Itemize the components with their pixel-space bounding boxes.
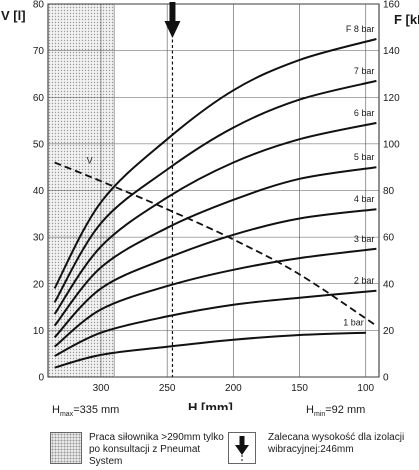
- y-left-tick-label: 80: [33, 0, 45, 11]
- force-curve-label: F 8 bar: [346, 24, 375, 34]
- force-curve: [53, 79, 377, 303]
- hmax-sub: max: [59, 411, 74, 419]
- force-curve: [54, 331, 366, 369]
- recommended-height-note: Zalecana wysokość dla izolacji wibracyjn…: [268, 432, 405, 455]
- y-right-tick-label: 120: [383, 93, 400, 104]
- y-right-tick-label: 100: [383, 139, 400, 150]
- y-right-tick-label: 20: [383, 326, 395, 337]
- down-arrow-icon: [235, 436, 249, 462]
- x-tick-label: 150: [291, 383, 308, 394]
- recommended-height-arrow-shaft: [169, 2, 176, 22]
- hmin-value: =92 mm: [325, 404, 366, 416]
- force-curve: [53, 247, 377, 348]
- x-axis-title: H [mm]: [188, 400, 233, 410]
- y-left-tick-label: 20: [33, 279, 45, 290]
- force-volume-chart: 1 bar 2 bar 3 bar 4 bar 5 bar 6 bar 7 bar F 8 b…: [1, 0, 419, 410]
- force-curve-label: 3 bar: [354, 234, 375, 244]
- force-curve-label: 6 bar: [354, 108, 375, 118]
- x-tick-label: 200: [225, 383, 242, 394]
- force-curve-label: 7 bar: [354, 66, 375, 76]
- y-left-axis-title: V [l]: [1, 8, 26, 23]
- y-left-tick-label: 30: [33, 233, 45, 244]
- hmax-prefix: H: [52, 404, 60, 416]
- restricted-zone-swatch: [50, 432, 82, 464]
- restricted-zone-note: Praca siłownika >290mm tylko po konsulta…: [89, 432, 224, 467]
- y-right-tick-label: 0: [383, 373, 389, 384]
- force-curve-label: 1 bar: [343, 318, 364, 328]
- force-curve: [54, 289, 377, 357]
- y-left-tick-label: 70: [33, 46, 45, 57]
- hmin-label: Hmin=92 mm: [306, 404, 365, 418]
- hmax-label: Hmax=335 mm: [52, 404, 119, 418]
- x-tick-label: 100: [357, 383, 374, 394]
- y-left-tick-label: 50: [33, 139, 45, 150]
- force-curve: [53, 208, 377, 339]
- y-right-tick-label: 60: [383, 233, 395, 244]
- volume-curve-label: V: [87, 156, 93, 166]
- hmax-value: =335 mm: [73, 404, 120, 416]
- y-left-tick-label: 0: [38, 373, 44, 384]
- hmin-prefix: H: [306, 404, 314, 416]
- hmin-sub: min: [313, 411, 326, 419]
- y-left-tick-label: 10: [33, 326, 45, 337]
- x-tick-label: 250: [159, 383, 176, 394]
- force-curve-label: 2 bar: [354, 276, 375, 286]
- y-left-tick-label: 60: [33, 93, 45, 104]
- force-curve-label: 4 bar: [354, 194, 375, 204]
- force-curve: [53, 38, 377, 289]
- force-curve: [53, 121, 377, 315]
- y-right-tick-label: 40: [383, 279, 395, 290]
- y-right-tick-label: 160: [383, 0, 400, 11]
- volume-curve: [54, 161, 377, 327]
- force-curve: [53, 166, 377, 327]
- y-right-tick-label: 140: [383, 46, 400, 57]
- force-curve-label: 5 bar: [354, 152, 375, 162]
- y-right-axis-title: F [kN]: [394, 12, 419, 27]
- y-right-tick-label: 80: [383, 186, 395, 197]
- recommended-height-swatch: [228, 432, 256, 464]
- y-left-tick-label: 40: [33, 186, 45, 197]
- x-tick-label: 300: [93, 383, 110, 394]
- recommended-height-arrow-head: [164, 21, 181, 38]
